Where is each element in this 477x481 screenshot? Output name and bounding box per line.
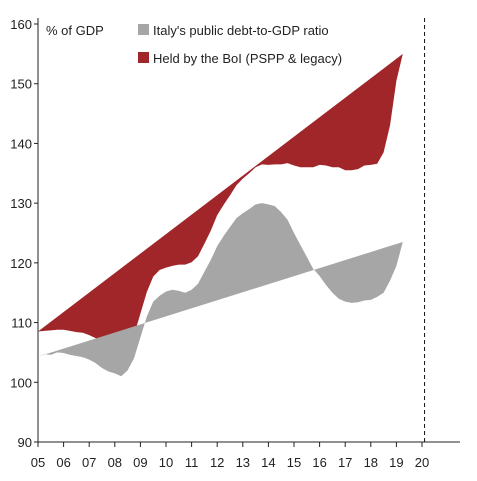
x-tick-label: 20 xyxy=(415,455,429,470)
x-tick-label: 09 xyxy=(133,455,147,470)
y-tick-label: 120 xyxy=(10,256,32,271)
x-tick-label: 10 xyxy=(159,455,173,470)
x-tick-label: 11 xyxy=(185,455,199,470)
area-layer xyxy=(38,53,403,377)
x-tick-label: 16 xyxy=(312,455,326,470)
legend-label-debt: Italy's public debt-to-GDP ratio xyxy=(153,23,329,38)
x-tick-label: 14 xyxy=(261,455,275,470)
area-series-debt-ratio xyxy=(38,203,403,377)
y-tick-label: 150 xyxy=(10,77,32,92)
x-tick-label: 13 xyxy=(236,455,250,470)
x-tick-label: 12 xyxy=(210,455,224,470)
x-tick-label: 15 xyxy=(287,455,301,470)
y-tick-label: 140 xyxy=(10,136,32,151)
legend: % of GDP Italy's public debt-to-GDP rati… xyxy=(46,23,342,66)
y-tick-label: 160 xyxy=(10,17,32,32)
area-series-boi-holdings xyxy=(38,53,403,353)
x-tick-label: 07 xyxy=(82,455,96,470)
x-tick-label: 05 xyxy=(31,455,45,470)
x-tick-label: 06 xyxy=(56,455,70,470)
y-tick-label: 100 xyxy=(10,375,32,390)
x-tick-label: 18 xyxy=(364,455,378,470)
legend-swatch-boi xyxy=(138,52,149,63)
x-tick-label: 19 xyxy=(389,455,403,470)
x-tick-label: 08 xyxy=(108,455,122,470)
y-tick-label: 130 xyxy=(10,196,32,211)
legend-label-boi: Held by the BoI (PSPP & legacy) xyxy=(153,51,342,66)
tick-layer: 90 100 110 120 130 140 150 160 05 06 07 08 09 10 11 12 1… xyxy=(10,17,429,470)
y-tick-label: 90 xyxy=(18,435,32,450)
legend-swatch-debt xyxy=(138,24,149,35)
axes-layer xyxy=(37,18,460,443)
x-tick-label: 17 xyxy=(338,455,352,470)
y-tick-label: 110 xyxy=(11,316,32,331)
y-axis-label: % of GDP xyxy=(46,23,104,38)
